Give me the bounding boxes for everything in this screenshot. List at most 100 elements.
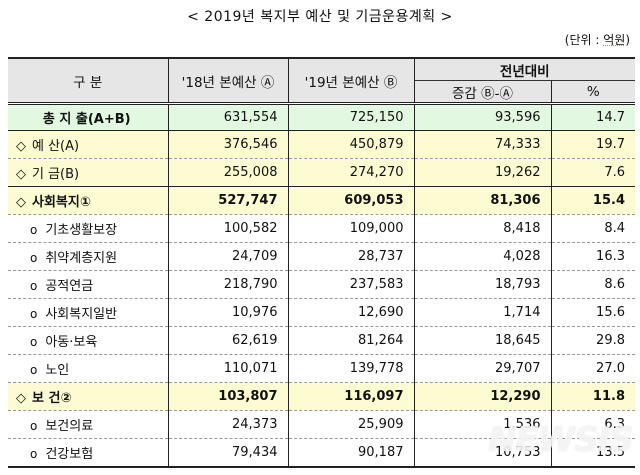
table-row: o 사회복지일반 10,976 12,690 1,714 15.6 — [8, 298, 635, 327]
cell-2018: 62,619 — [167, 326, 288, 355]
cell-2019: 274,270 — [287, 158, 414, 187]
cell-percent: 14.7 — [550, 103, 635, 131]
table-body: 총 지 출(A+B) 631,554 725,150 93,596 14.7 ◇… — [8, 103, 635, 468]
cell-change: 4,028 — [413, 242, 551, 271]
bullet-icon: o — [30, 419, 38, 433]
table-row: o 아동·보육 62,619 81,264 18,645 29.8 — [8, 326, 635, 355]
header-yoy: 전년대비 — [413, 57, 635, 81]
row-label: o 취약계층지원 — [8, 242, 168, 271]
table-row: o 노인 110,071 139,778 29,707 27.0 — [8, 354, 635, 383]
row-label-text: 보 건② — [32, 391, 72, 406]
row-label-text: 아동·보육 — [45, 335, 98, 350]
row-label: o 보건의료 — [8, 410, 168, 439]
diamond-icon: ◇ — [16, 139, 26, 154]
cell-2018: 255,008 — [167, 158, 288, 187]
cell-2019: 139,778 — [287, 354, 414, 383]
row-label: o 공적연금 — [8, 270, 168, 299]
cell-percent: 29.8 — [550, 326, 635, 355]
header-category: 구 분 — [8, 57, 168, 105]
cell-2019: 116,097 — [287, 382, 414, 411]
row-label: ◇ 사회복지① — [8, 186, 168, 215]
bullet-icon: o — [30, 251, 38, 265]
cell-2018: 103,807 — [167, 382, 288, 411]
cell-change: 18,645 — [413, 326, 551, 355]
table-row-total: 총 지 출(A+B) 631,554 725,150 93,596 14.7 — [8, 103, 635, 131]
table-row: o 기초생활보장 100,582 109,000 8,418 8.4 — [8, 214, 635, 243]
bullet-icon: o — [30, 223, 38, 237]
cell-2018: 631,554 — [167, 103, 288, 131]
cell-change: 1,714 — [413, 298, 551, 327]
table-row-health: ◇ 보 건② 103,807 116,097 12,290 11.8 — [8, 382, 635, 411]
cell-change: 93,596 — [413, 103, 551, 131]
cell-change: 19,262 — [413, 158, 551, 187]
unit-prefix: (단위 : — [564, 33, 604, 47]
cell-percent: 8.6 — [550, 270, 635, 299]
cell-2018: 376,546 — [167, 130, 288, 159]
header-change: 증감 Ⓑ-Ⓐ — [413, 80, 551, 105]
cell-percent: 13.5 — [550, 438, 635, 468]
row-label: ◇ 보 건② — [8, 382, 168, 411]
table-row: o 보건의료 24,373 25,909 1,536 6.3 — [8, 410, 635, 439]
cell-2018: 100,582 — [167, 214, 288, 243]
row-label-text: 보건의료 — [45, 419, 94, 434]
row-label-text: 공적연금 — [45, 279, 94, 294]
diamond-icon: ◇ — [16, 391, 26, 406]
cell-2019: 12,690 — [287, 298, 414, 327]
diamond-icon: ◇ — [16, 195, 26, 210]
row-label: o 사회복지일반 — [8, 298, 168, 327]
row-label: o 건강보험 — [8, 438, 168, 468]
cell-percent: 16.3 — [550, 242, 635, 271]
cell-change: 18,793 — [413, 270, 551, 299]
cell-2018: 24,709 — [167, 242, 288, 271]
table-row: o 취약계층지원 24,709 28,737 4,028 16.3 — [8, 242, 635, 271]
row-label: o 노인 — [8, 354, 168, 383]
row-label: o 아동·보육 — [8, 326, 168, 355]
row-label-text: 기초생활보장 — [45, 223, 118, 238]
table-row-budget: ◇ 예 산(A) 376,546 450,879 74,333 19.7 — [8, 130, 635, 159]
document-title: < 2019년 복지부 예산 및 기금운용계획 > — [187, 9, 453, 25]
cell-2019: 609,053 — [287, 186, 414, 215]
row-label-text: 건강보험 — [45, 447, 94, 462]
table-row: o 공적연금 218,790 237,583 18,793 8.6 — [8, 270, 635, 299]
row-label-text: 노인 — [45, 363, 70, 378]
cell-change: 10,753 — [413, 438, 551, 468]
row-label: ◇ 예 산(A) — [8, 130, 168, 159]
cell-change: 1,536 — [413, 410, 551, 439]
header-budget-2018: '18년 본예산 Ⓐ — [167, 57, 288, 105]
unit-note: (단위 : 억원) — [565, 31, 630, 48]
cell-percent: 6.3 — [550, 410, 635, 439]
cell-percent: 19.7 — [550, 130, 635, 159]
bullet-icon: o — [30, 307, 38, 321]
table-row-social-welfare: ◇ 사회복지① 527,747 609,053 81,306 15.4 — [8, 186, 635, 215]
cell-2018: 24,373 — [167, 410, 288, 439]
unit-value: 억원 — [603, 33, 626, 47]
budget-table: 구 분 '18년 본예산 Ⓐ '19년 본예산 Ⓑ 전년대비 증감 Ⓑ-Ⓐ % … — [8, 57, 635, 468]
row-label-text: 예 산(A) — [32, 139, 80, 154]
bullet-icon: o — [30, 447, 38, 461]
cell-change: 74,333 — [413, 130, 551, 159]
row-label-text: 사회복지일반 — [45, 307, 118, 322]
cell-2019: 90,187 — [287, 438, 414, 468]
row-label-text: 기 금(B) — [32, 167, 80, 182]
row-label: 총 지 출(A+B) — [8, 103, 168, 131]
cell-2019: 725,150 — [287, 103, 414, 131]
cell-change: 29,707 — [413, 354, 551, 383]
bullet-icon: o — [30, 335, 38, 349]
cell-2019: 109,000 — [287, 214, 414, 243]
cell-2019: 28,737 — [287, 242, 414, 271]
cell-change: 12,290 — [413, 382, 551, 411]
table-row-fund: ◇ 기 금(B) 255,008 274,270 19,262 7.6 — [8, 158, 635, 187]
header-budget-2019: '19년 본예산 Ⓑ — [287, 57, 414, 105]
cell-2018: 218,790 — [167, 270, 288, 299]
cell-change: 81,306 — [413, 186, 551, 215]
cell-2019: 237,583 — [287, 270, 414, 299]
cell-percent: 11.8 — [550, 382, 635, 411]
unit-suffix: ) — [625, 33, 630, 47]
cell-percent: 15.4 — [550, 186, 635, 215]
bullet-icon: o — [30, 363, 38, 377]
cell-percent: 15.6 — [550, 298, 635, 327]
bullet-icon: o — [30, 279, 38, 293]
row-label: o 기초생활보장 — [8, 214, 168, 243]
cell-2018: 110,071 — [167, 354, 288, 383]
header-percent: % — [550, 80, 635, 105]
